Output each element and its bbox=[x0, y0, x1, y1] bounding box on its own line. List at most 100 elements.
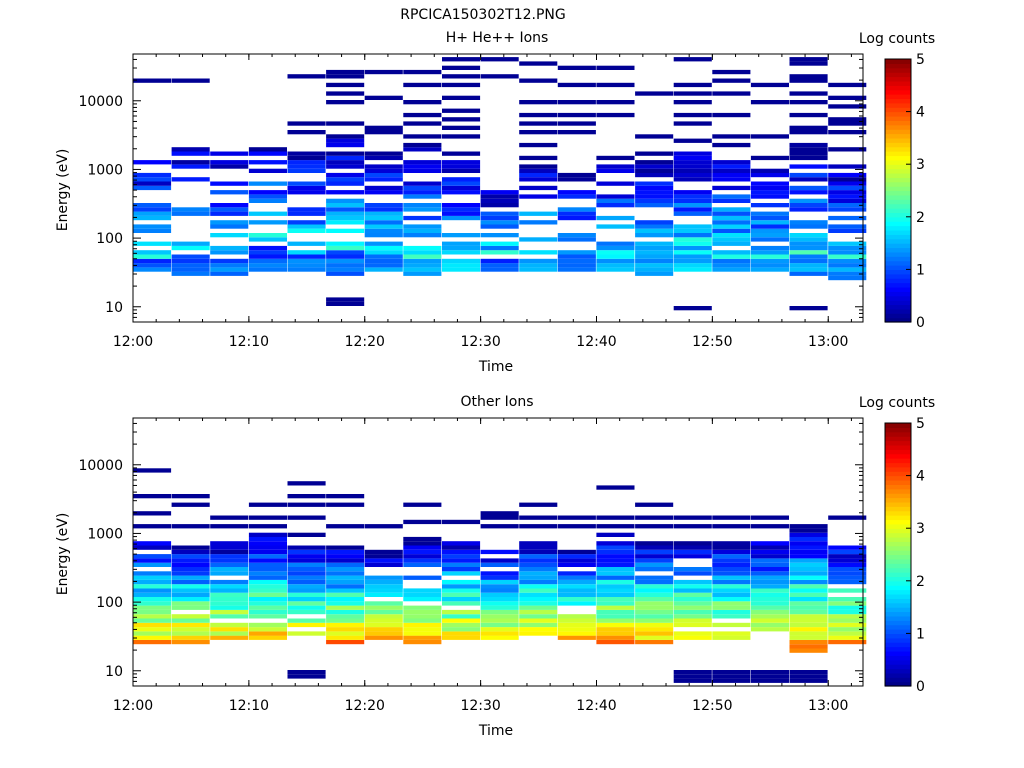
panel-1-heatmap-cell bbox=[248, 263, 287, 268]
panel-1-heatmap-cell bbox=[789, 254, 828, 259]
panel-2-heatmap-cell bbox=[789, 609, 828, 615]
panel-2-heatmap-cell bbox=[596, 515, 635, 520]
panel-1-heatmap-cell bbox=[557, 211, 596, 216]
panel-2-heatmap-cell bbox=[171, 605, 210, 610]
panel-1-heatmap-cell bbox=[828, 117, 867, 122]
panel-2-heatmap-cell bbox=[171, 549, 210, 555]
panel-2-heatmap-cell bbox=[712, 635, 751, 640]
panel-1-heatmap-cell bbox=[519, 130, 558, 135]
panel-2-heatmap-cell bbox=[480, 511, 519, 516]
panel-1-heatmap-cell bbox=[326, 241, 365, 246]
panel-2-heatmap-cell bbox=[635, 541, 674, 546]
panel-1-heatmap-cell bbox=[287, 207, 326, 212]
panel-1-heatmap-cell bbox=[712, 142, 751, 148]
panel-2-heatmap-cell bbox=[403, 545, 442, 550]
panel-1-heatmap-cell bbox=[596, 198, 635, 203]
panel-1-heatmap-cell bbox=[789, 57, 828, 62]
panel-2-heatmap-cell bbox=[519, 579, 558, 585]
panel-2-heatmap-cell bbox=[635, 575, 674, 580]
panel-2-colorbar-tick-label: 4 bbox=[916, 469, 925, 485]
panel-2-colorbar-swatch bbox=[885, 462, 911, 468]
panel-2-heatmap-cell bbox=[828, 549, 867, 555]
panel-1-heatmap-cell bbox=[210, 263, 249, 268]
panel-1-heatmap-cell bbox=[403, 263, 442, 268]
panel-1-heatmap-cell bbox=[673, 228, 712, 233]
panel-2-heatmap-cell bbox=[210, 614, 249, 619]
panel-2-y-tick-label: 10000 bbox=[78, 458, 123, 474]
panel-2-y-axis-label: Energy (eV) bbox=[55, 513, 71, 596]
panel-2-colorbar-swatch bbox=[885, 484, 911, 490]
panel-1-heatmap-cell bbox=[596, 254, 635, 259]
panel-2-heatmap-cell bbox=[248, 545, 287, 550]
panel-1-colorbar-swatch bbox=[885, 247, 911, 253]
panel-1-heatmap-cell bbox=[326, 258, 365, 264]
panel-2-heatmap-cell bbox=[557, 579, 596, 585]
panel-1-heatmap-cell bbox=[287, 130, 326, 135]
panel-2-heatmap-cell bbox=[712, 541, 751, 546]
panel-2-heatmap-cell bbox=[326, 597, 365, 602]
panel-2-heatmap-cell bbox=[326, 631, 365, 636]
panel-2-heatmap-cell bbox=[364, 558, 403, 563]
panel-2-heatmap-cell bbox=[519, 584, 558, 589]
panel-2-heatmap-cell bbox=[712, 678, 751, 683]
panel-1-heatmap-cell bbox=[750, 190, 789, 195]
panel-2-heatmap-cell bbox=[750, 584, 789, 589]
panel-1-heatmap-cell bbox=[789, 78, 828, 83]
panel-1-colorbar-swatch bbox=[885, 168, 911, 174]
panel-1-heatmap-cell bbox=[789, 125, 828, 130]
panel-2-heatmap-cell bbox=[287, 588, 326, 593]
panel-1-colorbar-swatch bbox=[885, 291, 911, 297]
panel-1-heatmap-cell bbox=[248, 198, 287, 203]
panel-2-heatmap-cell bbox=[287, 545, 326, 550]
panel-1-heatmap-cell bbox=[789, 185, 828, 191]
panel-1-heatmap-cell bbox=[133, 263, 172, 268]
panel-2-heatmap-cell bbox=[480, 588, 519, 593]
panel-1-heatmap-cell bbox=[712, 237, 751, 242]
panel-other-ions: Other Ions Log counts 12:00 12:10 12:20 12:… bbox=[55, 394, 935, 739]
panel-1-heatmap-cell bbox=[557, 65, 596, 70]
panel-1-heatmap-cell bbox=[789, 74, 828, 79]
panel-2-colorbar-swatch bbox=[885, 585, 911, 591]
panel-2-heatmap-cell bbox=[480, 622, 519, 628]
panel-2-heatmap-cell bbox=[596, 575, 635, 580]
panel-1-heatmap-cell bbox=[171, 271, 210, 276]
panel-2-heatmap-cell bbox=[364, 605, 403, 610]
panel-1-heatmap-cell bbox=[364, 263, 403, 268]
panel-2-heatmap-cell bbox=[287, 592, 326, 597]
panel-2-heatmap-cell bbox=[364, 549, 403, 555]
panel-1-heatmap-cell bbox=[750, 254, 789, 259]
panel-1-heatmap-cell bbox=[326, 100, 365, 105]
panel-2-heatmap-cell bbox=[133, 558, 172, 563]
panel-2-heatmap-cell bbox=[326, 618, 365, 623]
panel-2-heatmap-cell bbox=[364, 588, 403, 593]
panel-1-heatmap-cell bbox=[403, 194, 442, 199]
panel-2-heatmap-cell bbox=[673, 635, 712, 640]
panel-2-colorbar-tick-label: 3 bbox=[916, 521, 925, 537]
panel-1-heatmap-cell bbox=[326, 155, 365, 161]
panel-2-heatmap-cell bbox=[673, 524, 712, 529]
panel-2-heatmap-cell bbox=[635, 588, 674, 593]
panel-2-heatmap-cell bbox=[442, 635, 481, 640]
panel-2-heatmap-cell bbox=[712, 670, 751, 675]
panel-2-heatmap-cell bbox=[750, 592, 789, 597]
panel-2-heatmap-cell bbox=[789, 614, 828, 619]
panel-1-heatmap-cell bbox=[133, 181, 172, 186]
panel-1-colorbar-swatch bbox=[885, 282, 911, 288]
panel-1-heatmap-cell bbox=[673, 258, 712, 264]
panel-1-heatmap-cell bbox=[326, 177, 365, 182]
panel-2-heatmap-cell bbox=[133, 605, 172, 610]
panel-1-heatmap-cell bbox=[828, 241, 867, 246]
panel-1-heatmap-cell bbox=[326, 82, 365, 88]
panel-2-heatmap-cell bbox=[133, 601, 172, 606]
panel-2-heatmap-cell bbox=[596, 549, 635, 555]
panel-2-heatmap-cell bbox=[557, 524, 596, 529]
panel-1-heatmap-cell bbox=[789, 190, 828, 195]
panel-1-heatmap-cell bbox=[750, 263, 789, 268]
panel-2-heatmap-cell bbox=[828, 639, 867, 645]
panel-2-heatmap-cell bbox=[750, 627, 789, 632]
panel-1-heatmap-cell bbox=[828, 258, 867, 264]
panel-1-heatmap-cell bbox=[635, 241, 674, 246]
panel-2-heatmap-cell bbox=[480, 549, 519, 555]
panel-1-heatmap-cell bbox=[750, 228, 789, 233]
panel-1-heatmap-cell bbox=[750, 134, 789, 139]
